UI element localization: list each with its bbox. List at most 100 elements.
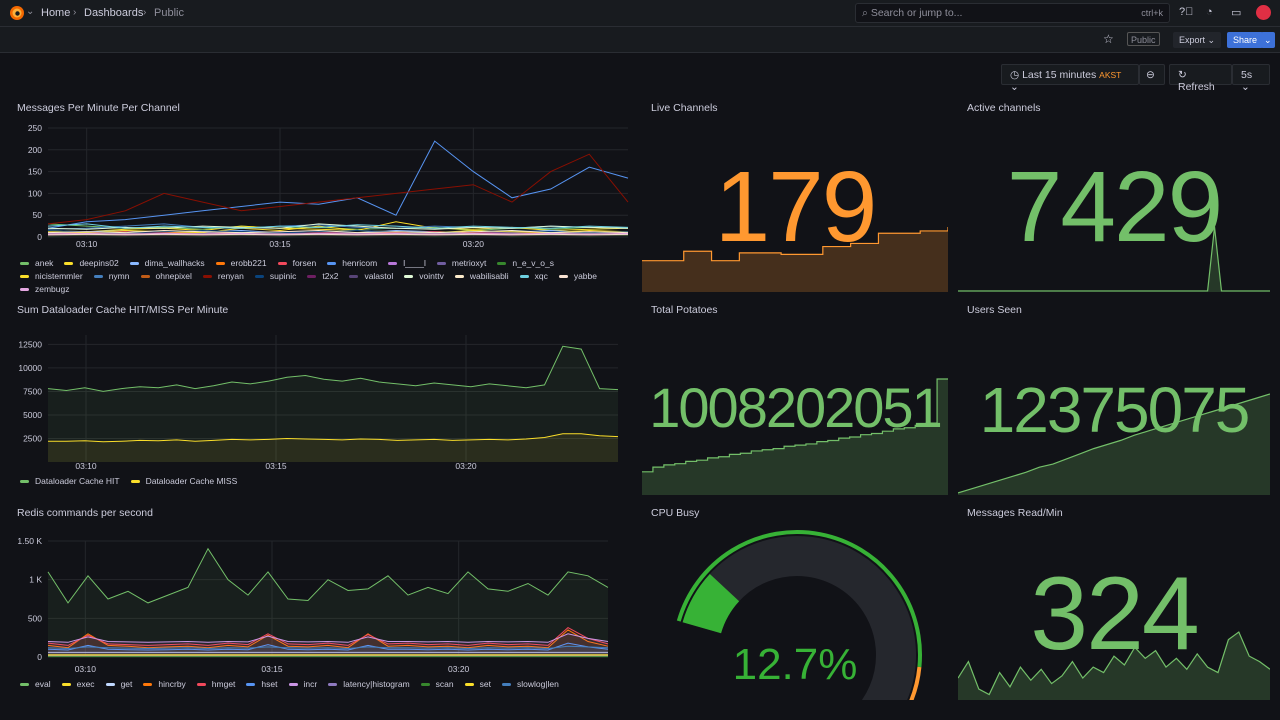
legend-swatch bbox=[388, 261, 398, 265]
series-area bbox=[48, 548, 608, 657]
panel-title: CPU Busy bbox=[651, 507, 700, 519]
panel-title: Sum Dataloader Cache HIT/MISS Per Minute bbox=[17, 304, 229, 316]
y-tick-label: 2500 bbox=[23, 433, 42, 443]
refresh-button[interactable]: ↻ Refresh bbox=[1169, 64, 1232, 93]
legend-item[interactable]: zembugz bbox=[20, 284, 70, 294]
x-tick-label: 03:15 bbox=[269, 239, 291, 249]
legend-swatch bbox=[404, 274, 414, 278]
legend-label: incr bbox=[303, 679, 318, 689]
search-input[interactable]: ⌕ Search or jump to... ctrl+k bbox=[855, 3, 1170, 23]
legend-swatch bbox=[20, 287, 29, 291]
legend-item[interactable]: incr bbox=[288, 679, 318, 689]
legend-item[interactable]: henricom bbox=[327, 258, 377, 268]
legend-item[interactable]: dima_wallhacks bbox=[129, 258, 205, 268]
legend-item[interactable]: yabbe bbox=[558, 271, 597, 281]
search-icon: ⌕ bbox=[862, 7, 868, 19]
legend-item[interactable]: anek bbox=[20, 258, 53, 268]
legend-item[interactable]: Dataloader Cache MISS bbox=[130, 476, 238, 486]
legend-item[interactable]: erobb221 bbox=[215, 258, 267, 268]
breadcrumb-separator: › bbox=[73, 7, 77, 18]
legend-swatch bbox=[436, 261, 446, 265]
legend-item[interactable]: set bbox=[464, 679, 491, 689]
legend-item[interactable]: supinic bbox=[254, 271, 296, 281]
chart-legend: Dataloader Cache HIT Dataloader Cache MIS… bbox=[20, 476, 620, 486]
series-area bbox=[48, 643, 608, 657]
legend-swatch bbox=[464, 682, 474, 686]
legend-label: xqc bbox=[534, 271, 548, 281]
kiosk-monitor-icon[interactable]: ▭ bbox=[1231, 7, 1242, 19]
breadcrumb-home[interactable]: Home bbox=[41, 7, 71, 19]
x-tick-label: 03:15 bbox=[261, 664, 283, 674]
gauge bbox=[676, 530, 922, 700]
legend-item[interactable]: t2x2 bbox=[307, 271, 338, 281]
legend-item[interactable]: scan bbox=[420, 679, 454, 689]
legend-swatch bbox=[501, 682, 511, 686]
legend-item[interactable]: deepins02 bbox=[64, 258, 119, 268]
series-line-xqc bbox=[47, 223, 629, 229]
legend-item[interactable]: l____l bbox=[388, 258, 426, 268]
legend-item[interactable]: Dataloader Cache HIT bbox=[20, 476, 120, 486]
refresh-interval: 5s bbox=[1241, 69, 1253, 81]
gauge-threshold-arc bbox=[676, 530, 922, 668]
legend-item[interactable]: latency|histogram bbox=[328, 679, 410, 689]
legend-item[interactable]: valastol bbox=[349, 271, 393, 281]
legend-item[interactable]: eval bbox=[20, 679, 51, 689]
sparkline-area bbox=[958, 394, 1270, 495]
stat-active-channels: Active channels 7429 bbox=[958, 95, 1270, 292]
legend-label: hset bbox=[261, 679, 278, 689]
refresh-interval-picker[interactable]: 5s ⌄ bbox=[1232, 64, 1270, 93]
panel-messages-per-minute: Messages Per Minute Per Channel 250 200 15… bbox=[8, 95, 636, 294]
stat-messages-read: Messages Read/Min 324 bbox=[958, 500, 1270, 700]
y-tick-label: 200 bbox=[28, 145, 42, 155]
legend-swatch bbox=[93, 274, 103, 278]
legend-item[interactable]: xqc bbox=[519, 271, 548, 281]
legend-label: Dataloader Cache MISS bbox=[145, 476, 238, 486]
panel-title: Redis commands per second bbox=[17, 507, 153, 519]
legend-item[interactable]: metrioxyt bbox=[436, 258, 486, 268]
legend-label: deepins02 bbox=[79, 258, 119, 268]
x-tick-label: 03:20 bbox=[455, 461, 477, 471]
chevron-down-icon[interactable]: ⌄ bbox=[26, 6, 35, 17]
legend-item[interactable]: n_e_v_o_s bbox=[497, 258, 554, 268]
legend-swatch bbox=[140, 274, 150, 278]
legend-item[interactable]: nicistemmler bbox=[20, 271, 83, 281]
legend-item[interactable]: nymn bbox=[93, 271, 130, 281]
legend-item[interactable]: vointtv bbox=[404, 271, 444, 281]
export-button[interactable]: Export ⌄ bbox=[1173, 32, 1222, 48]
sparkline-line bbox=[958, 631, 1270, 696]
legend-swatch bbox=[420, 682, 430, 686]
legend-item[interactable]: renyan bbox=[202, 271, 244, 281]
legend-item[interactable]: get bbox=[105, 679, 132, 689]
sparkline bbox=[642, 378, 948, 495]
legend-label: scan bbox=[435, 679, 454, 689]
help-icon[interactable]: ?⃝ bbox=[1179, 6, 1194, 18]
y-tick-label: 5000 bbox=[23, 410, 42, 420]
legend-item[interactable]: wabilisabli bbox=[454, 271, 509, 281]
breadcrumb-dashboards[interactable]: Dashboards bbox=[84, 7, 144, 19]
legend-item[interactable]: hmget bbox=[196, 679, 236, 689]
zoom-out-button[interactable]: ⊖ bbox=[1139, 64, 1165, 85]
legend-item[interactable]: hincrby bbox=[143, 679, 186, 689]
share-button[interactable]: Share bbox=[1227, 32, 1264, 48]
legend-item[interactable]: slowlog|len bbox=[501, 679, 559, 689]
legend-item[interactable]: ohnepixel bbox=[140, 271, 192, 281]
stat-value: 12375075 bbox=[979, 374, 1251, 446]
gauge-cpu-busy: CPU Busy 12.7% bbox=[642, 500, 948, 700]
star-icon[interactable]: ☆ bbox=[1103, 32, 1114, 46]
legend-item[interactable]: forsen bbox=[277, 258, 316, 268]
legend-item[interactable]: exec bbox=[61, 679, 95, 689]
panel-title: Live Channels bbox=[651, 102, 718, 114]
gauge-value-arc bbox=[682, 573, 740, 634]
time-range-picker[interactable]: ◷ Last 15 minutes AKST ⌄ bbox=[1001, 64, 1139, 93]
news-rss-icon[interactable]: ◔ bbox=[1206, 6, 1213, 18]
redis-chart: 1.50 K 1 K 500 0 03:10 03:15 03:20 bbox=[17, 536, 609, 674]
series-line-henricom bbox=[47, 140, 629, 229]
legend-item[interactable]: hset bbox=[246, 679, 278, 689]
grafana-logo-icon[interactable] bbox=[9, 5, 25, 21]
legend-label: hmget bbox=[211, 679, 236, 689]
legend-swatch bbox=[143, 682, 153, 686]
share-options-chevron-icon[interactable]: ⌄ bbox=[1261, 32, 1275, 48]
sparkline-area bbox=[642, 227, 948, 292]
legend-swatch bbox=[215, 261, 225, 265]
user-avatar[interactable] bbox=[1256, 5, 1271, 20]
